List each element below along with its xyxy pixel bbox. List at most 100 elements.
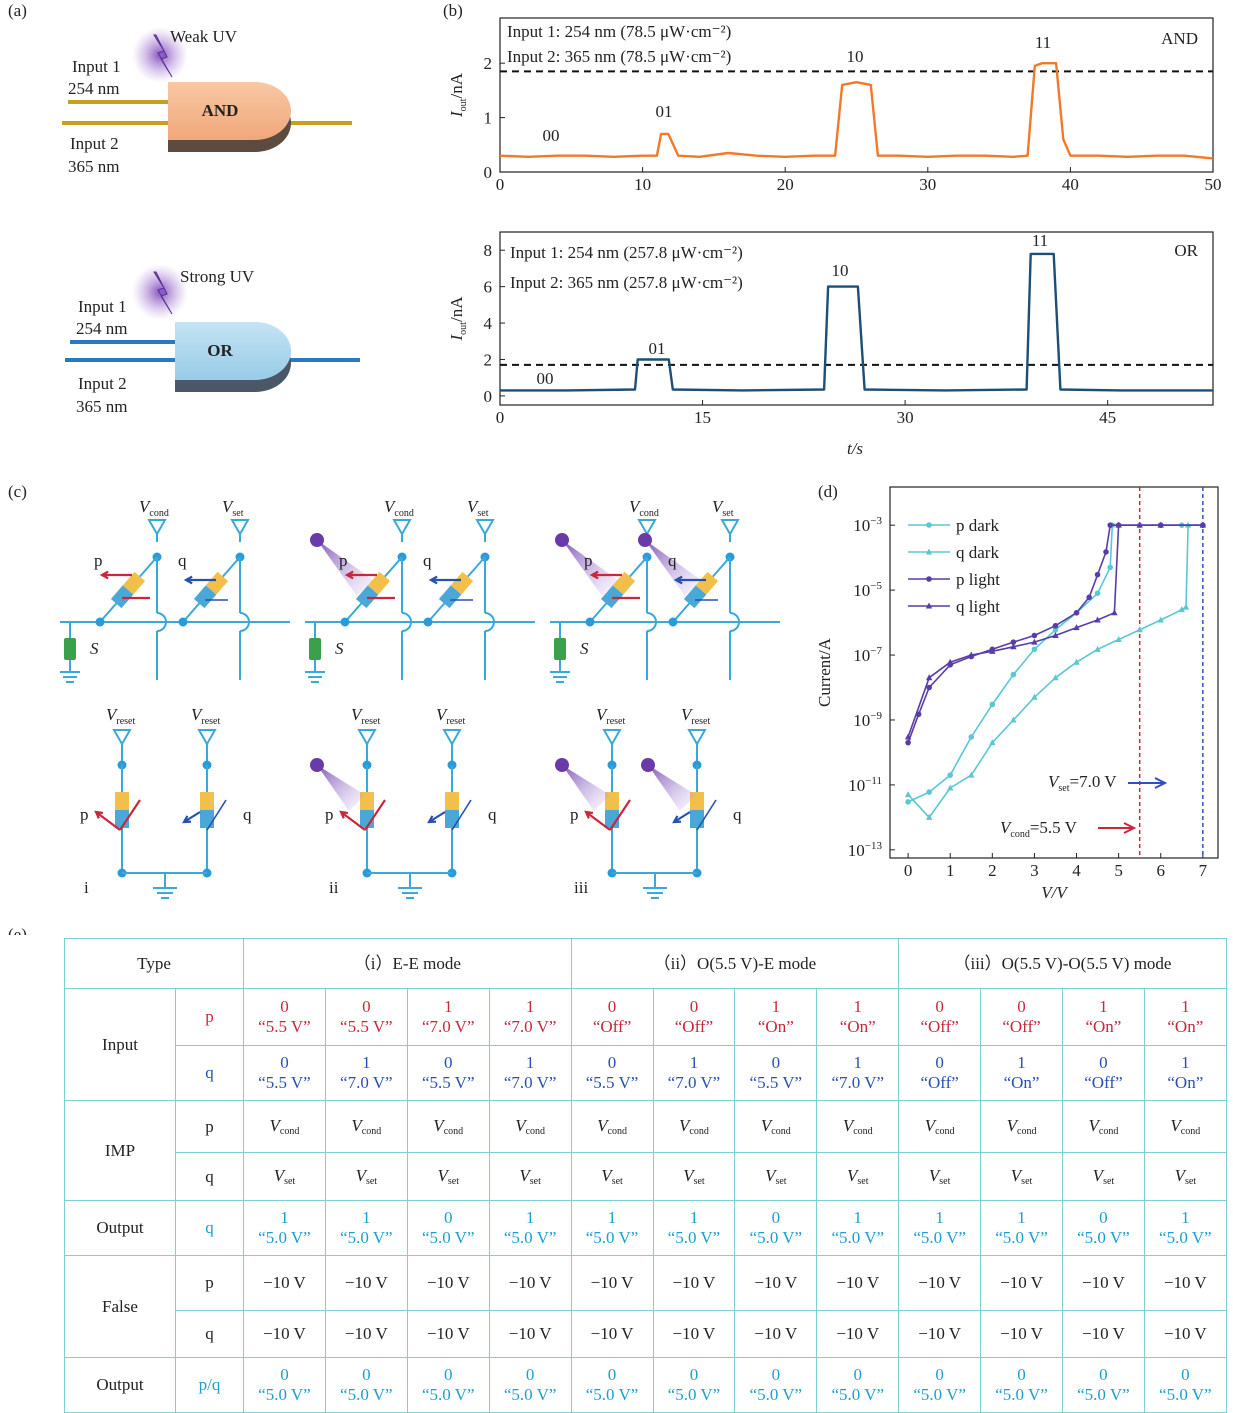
table-cell: 1“On” xyxy=(1144,989,1226,1046)
memristor xyxy=(111,572,145,608)
cell-subscript: set xyxy=(530,1176,541,1187)
cell-subscript: set xyxy=(694,1176,705,1187)
annotation: AND xyxy=(1161,29,1198,48)
cell-line: “5.5 V” xyxy=(244,1017,325,1037)
table-cell: −10 V xyxy=(735,1256,817,1311)
row-label: q xyxy=(176,1046,244,1101)
table-cell: 0“5.5 V” xyxy=(735,1046,817,1101)
cell-line: 0 xyxy=(244,1053,325,1073)
tick-base: 10 xyxy=(848,776,865,795)
circuit: VcondVsetSpqVresetVresetpqi xyxy=(60,497,290,898)
table-cell: −10 V xyxy=(1144,1256,1226,1311)
y-tick-label: 6 xyxy=(484,278,493,297)
table-cell: 1“5.0 V” xyxy=(325,1201,407,1256)
cell-subscript: cond xyxy=(1099,1126,1118,1137)
table-cell: 0“5.0 V” xyxy=(653,1358,735,1413)
table-cell: Vcond xyxy=(571,1101,653,1153)
memristor-bottom xyxy=(690,810,704,828)
cell-line: 0 xyxy=(817,1365,898,1385)
x-axis-label: t/s xyxy=(847,439,863,458)
cell-line: 0 xyxy=(244,997,325,1017)
panel-label: (a) xyxy=(8,1,27,20)
group-label: Input xyxy=(65,989,176,1101)
y-tick-label: 10−3 xyxy=(853,515,882,535)
table-cell: 0“Off” xyxy=(1062,1046,1144,1101)
y-axis-label: Iout/nA xyxy=(447,72,469,118)
state-label: 11 xyxy=(1032,231,1048,250)
memristor-top xyxy=(445,792,459,810)
signal-label: q xyxy=(243,805,252,824)
cell-line: 0 xyxy=(408,1208,489,1228)
cell-line: 0 xyxy=(899,1053,980,1073)
cell-subscript: set xyxy=(448,1176,459,1187)
y-axis-label-part: out xyxy=(458,98,469,111)
table-cell: −10 V xyxy=(981,1256,1063,1311)
cell-line: “On” xyxy=(1145,1017,1226,1037)
terminal-label: Vset xyxy=(712,497,734,519)
table-cell: Vset xyxy=(899,1153,981,1201)
marker xyxy=(926,576,932,582)
cell-line: “5.0 V” xyxy=(490,1228,571,1248)
cell-subscript: cond xyxy=(280,1126,299,1137)
y-tick-label: 8 xyxy=(484,241,493,260)
cell-symbol: V xyxy=(515,1116,525,1135)
y-tick-label: 10−13 xyxy=(848,840,883,860)
table-cell: −10 V xyxy=(653,1256,735,1311)
light-label: Strong UV xyxy=(180,267,255,286)
cell-symbol: V xyxy=(1011,1166,1021,1185)
cell-line: “5.5 V” xyxy=(735,1073,816,1093)
table-cell: 1“5.0 V” xyxy=(817,1201,899,1256)
terminal xyxy=(114,730,130,752)
cell-line: 0 xyxy=(654,1365,735,1385)
cell-symbol: V xyxy=(765,1166,775,1185)
table-cell: 0“5.0 V” xyxy=(1062,1358,1144,1413)
marker xyxy=(990,702,996,708)
memristor-bottom xyxy=(445,810,459,828)
table-cell: 0“5.0 V” xyxy=(735,1201,817,1256)
cell-line: 1 xyxy=(981,1053,1062,1073)
cell-line: 1 xyxy=(654,1208,735,1228)
annotation: Input 1: 254 nm (78.5 μW·cm⁻²) xyxy=(507,22,731,41)
cell-line: “5.0 V” xyxy=(1063,1385,1144,1405)
terminal-label-part: reset xyxy=(606,716,625,727)
cell-line: 0 xyxy=(899,1365,980,1385)
table-cell: −10 V xyxy=(817,1311,899,1358)
node xyxy=(179,618,188,627)
x-tick-label: 4 xyxy=(1072,861,1081,880)
terminal-label-part: set xyxy=(722,508,733,519)
table-cell: 1“7.0 V” xyxy=(325,1046,407,1101)
tick-base: 10 xyxy=(848,841,865,860)
x-tick-label: 40 xyxy=(1062,175,1079,194)
legend-label: q dark xyxy=(956,543,999,562)
signal-label: p xyxy=(94,551,103,570)
tick-exponent: −5 xyxy=(870,580,882,592)
table-cell: −10 V xyxy=(244,1311,326,1358)
cell-line: “5.0 V” xyxy=(735,1385,816,1405)
table-row: Outputp/q0“5.0 V”0“5.0 V”0“5.0 V”0“5.0 V… xyxy=(65,1358,1227,1413)
panel-label: (b) xyxy=(443,1,463,20)
table-cell: 0“Off” xyxy=(653,989,735,1046)
signal-label: p xyxy=(584,551,593,570)
node xyxy=(341,618,350,627)
signal-arrow xyxy=(674,812,690,822)
marker xyxy=(1074,610,1080,616)
table-cell: Vset xyxy=(653,1153,735,1201)
terminal-label-part: cond xyxy=(149,508,168,519)
table-cell: −10 V xyxy=(325,1311,407,1358)
cell-line: “On” xyxy=(1145,1073,1226,1093)
marker xyxy=(905,791,911,797)
table-cell: 0“5.5 V” xyxy=(325,989,407,1046)
cell-line: 0 xyxy=(735,1053,816,1073)
cell-subscript: cond xyxy=(853,1126,872,1137)
group-label: Output xyxy=(65,1358,176,1413)
table-cell: −10 V xyxy=(817,1256,899,1311)
y-axis-label-part: out xyxy=(458,322,469,335)
cell-symbol: V xyxy=(270,1116,280,1135)
table-cell: Vcond xyxy=(899,1101,981,1153)
table-row: Falsep−10 V−10 V−10 V−10 V−10 V−10 V−10 … xyxy=(65,1256,1227,1311)
memristor xyxy=(194,572,228,608)
state-label: 01 xyxy=(656,102,673,121)
terminal-label: Vreset xyxy=(681,705,710,727)
cell-subscript: cond xyxy=(689,1126,708,1137)
cell-symbol: V xyxy=(519,1166,529,1185)
